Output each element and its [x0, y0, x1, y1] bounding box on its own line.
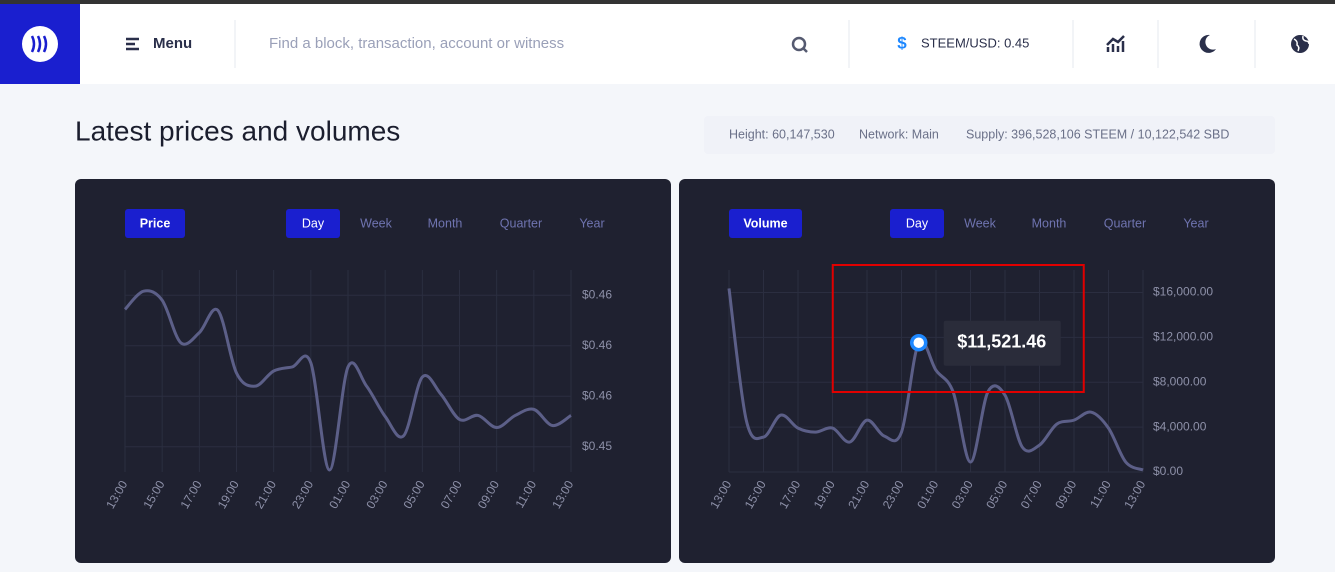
globe — [1291, 35, 1309, 53]
search-circle — [791, 36, 807, 52]
y-tick-label: $8,000.00 — [1153, 374, 1207, 388]
metric-label: Price — [140, 216, 171, 230]
stats-box — [704, 116, 1275, 154]
y-tick-label: $0.46 — [582, 388, 612, 402]
y-tick-label: $16,000.00 — [1153, 285, 1213, 299]
chart-panel — [679, 179, 1275, 563]
period-button[interactable]: Quarter — [1104, 216, 1146, 230]
search-handle — [802, 47, 808, 53]
period-button-active[interactable] — [286, 209, 340, 238]
chart-icon[interactable] — [1106, 35, 1125, 52]
metric-label: Volume — [743, 216, 787, 230]
period-button[interactable]: Month — [428, 216, 463, 230]
period-button[interactable]: Day — [906, 216, 929, 230]
search-input[interactable]: Find a block, transaction, account or wi… — [269, 35, 564, 52]
period-button[interactable]: Month — [1032, 216, 1067, 230]
metric-button[interactable] — [729, 209, 802, 238]
period-button[interactable]: Year — [1183, 216, 1208, 230]
y-tick-label: $0.46 — [582, 338, 612, 352]
menu-label: Menu — [153, 35, 192, 52]
header — [0, 4, 1335, 84]
language-icon[interactable] — [1291, 35, 1310, 53]
y-tick-label: $0.45 — [582, 439, 612, 453]
y-tick-label: $0.46 — [582, 287, 612, 301]
tooltip — [943, 320, 1061, 366]
metric-button[interactable] — [125, 209, 185, 238]
search-icon[interactable] — [791, 36, 808, 53]
top-strip — [0, 0, 1335, 4]
y-tick-label: $12,000.00 — [1153, 330, 1213, 344]
tooltip-value: $11,521.46 — [957, 331, 1046, 351]
period-button[interactable]: Year — [579, 216, 604, 230]
hover-point — [910, 333, 928, 352]
stat: Network: Main — [859, 127, 939, 141]
page-title: Latest prices and volumes — [75, 115, 400, 146]
period-button-active[interactable] — [890, 209, 944, 238]
highlight-box — [831, 264, 1085, 393]
data-line — [123, 289, 572, 472]
globe-lines — [1293, 35, 1310, 52]
y-tick-label: $0.00 — [1153, 464, 1183, 478]
data-line — [727, 288, 1144, 472]
theme-icon[interactable] — [1199, 34, 1216, 53]
menu-button[interactable]: Menu — [126, 35, 192, 52]
logo-mark — [30, 35, 48, 53]
chart-panel — [75, 179, 671, 563]
period-button[interactable]: Day — [302, 216, 325, 230]
menu-icon — [126, 37, 139, 51]
stat: Height: 60,147,530 — [729, 127, 835, 141]
y-tick-label: $4,000.00 — [1153, 419, 1207, 433]
period-button[interactable]: Week — [964, 216, 996, 230]
period-button[interactable]: Quarter — [500, 216, 542, 230]
stat: Supply: 396,528,106 STEEM / 10,122,542 S… — [966, 127, 1229, 141]
period-button[interactable]: Week — [360, 216, 392, 230]
dollar-icon: $ — [897, 33, 907, 52]
price-ticker: STEEM/USD: 0.45 — [921, 35, 1029, 50]
